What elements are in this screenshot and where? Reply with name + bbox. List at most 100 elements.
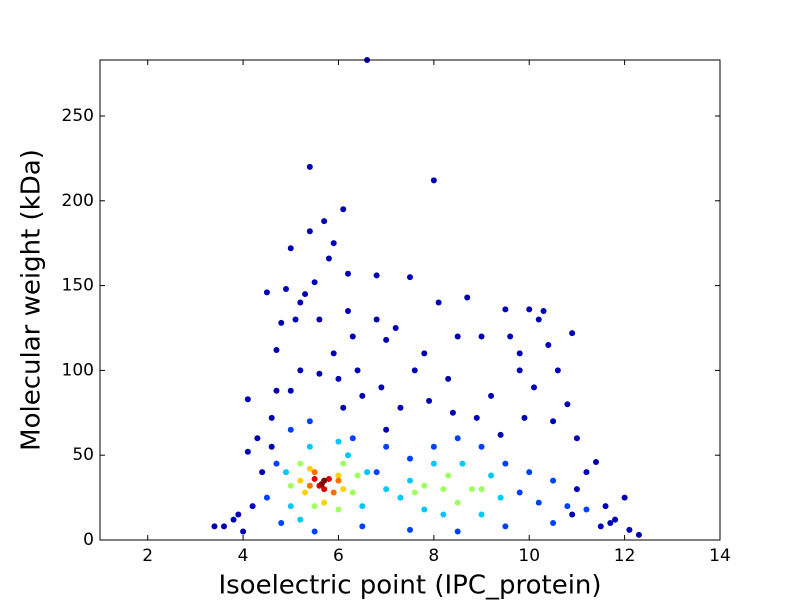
point — [478, 486, 485, 493]
point — [421, 350, 428, 357]
point — [502, 523, 509, 530]
point — [318, 481, 325, 488]
point — [626, 526, 633, 533]
point — [478, 511, 485, 518]
point — [597, 523, 604, 530]
point — [268, 414, 275, 421]
point — [283, 285, 289, 292]
point — [345, 452, 351, 459]
point — [283, 469, 289, 476]
point — [378, 384, 385, 391]
point — [273, 460, 280, 467]
point — [454, 333, 461, 340]
point — [278, 319, 285, 326]
point — [392, 324, 399, 331]
point — [569, 330, 576, 337]
point — [273, 347, 280, 354]
x-tick-label: 6 — [333, 546, 344, 566]
point — [564, 401, 571, 408]
point — [297, 516, 304, 523]
point — [297, 299, 304, 306]
point — [383, 426, 390, 433]
point — [421, 482, 428, 489]
point — [345, 308, 351, 315]
point — [330, 240, 337, 247]
point — [221, 523, 227, 530]
point — [373, 316, 380, 323]
point — [383, 336, 390, 343]
point — [545, 341, 552, 348]
point — [407, 274, 413, 281]
point — [535, 316, 542, 323]
point — [263, 289, 270, 296]
point — [249, 503, 256, 510]
point — [316, 316, 323, 323]
point — [287, 245, 294, 252]
point — [430, 177, 437, 184]
point — [330, 350, 337, 357]
y-tick-label: 100 — [62, 360, 94, 380]
point — [364, 469, 371, 476]
point — [211, 523, 218, 530]
y-tick-label: 150 — [62, 276, 94, 296]
point — [526, 306, 533, 313]
point — [321, 499, 328, 506]
point — [516, 367, 523, 374]
point — [311, 469, 318, 476]
point — [340, 486, 347, 493]
point — [335, 472, 342, 479]
x-tick-label: 12 — [614, 546, 636, 566]
point — [459, 460, 466, 467]
point — [273, 387, 280, 394]
point — [287, 482, 294, 489]
point — [321, 486, 328, 493]
point — [359, 503, 366, 510]
point — [306, 443, 313, 450]
point — [235, 511, 242, 518]
point — [607, 520, 614, 527]
point — [292, 316, 299, 323]
point — [550, 418, 557, 425]
y-tick-label: 50 — [72, 445, 94, 465]
point — [349, 489, 356, 496]
point — [473, 414, 480, 421]
point — [354, 367, 361, 374]
point — [340, 404, 347, 411]
point — [449, 409, 456, 416]
point — [335, 477, 342, 484]
point — [297, 367, 304, 374]
point — [502, 306, 509, 313]
point — [287, 387, 294, 394]
point — [612, 516, 619, 523]
point — [297, 477, 304, 484]
point — [397, 494, 404, 501]
point — [330, 489, 337, 496]
point — [454, 435, 461, 442]
point — [445, 375, 452, 382]
point — [349, 435, 356, 442]
x-axis-label: Isoelectric point (IPC_protein) — [218, 571, 601, 600]
point — [564, 503, 571, 510]
point — [278, 520, 285, 527]
point — [440, 486, 447, 493]
point — [507, 333, 514, 340]
point — [306, 163, 313, 170]
point — [635, 531, 642, 538]
point — [502, 460, 509, 467]
point — [469, 486, 475, 493]
point — [340, 460, 347, 467]
point — [478, 443, 485, 450]
x-tick-label: 4 — [238, 546, 249, 566]
point — [454, 499, 461, 506]
point — [411, 367, 418, 374]
point — [254, 435, 261, 442]
point — [497, 494, 504, 501]
point — [354, 472, 361, 479]
point — [306, 482, 313, 489]
point — [302, 291, 309, 298]
y-tick-label: 250 — [62, 106, 94, 126]
point — [244, 396, 251, 403]
point — [297, 460, 304, 467]
point — [311, 503, 318, 510]
